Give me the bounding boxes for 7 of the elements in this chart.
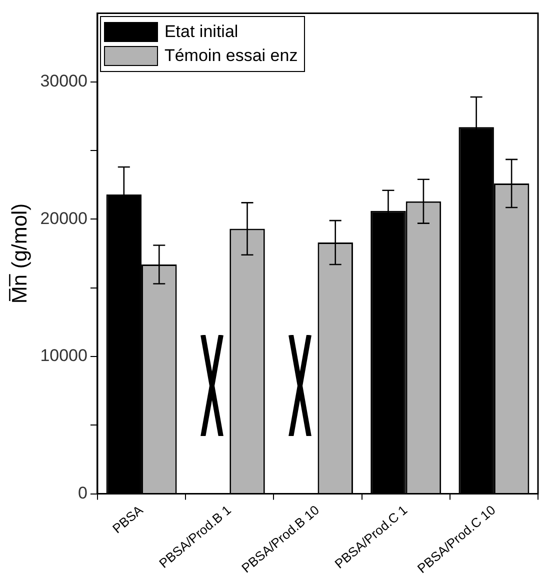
y-tick-label: 0 bbox=[78, 484, 88, 502]
legend-label: Témoin essai enz bbox=[164, 46, 298, 66]
y-axis-title: M̅n̅ (g/mol) bbox=[8, 203, 32, 304]
y-tick-label: 30000 bbox=[40, 72, 88, 91]
y-tick-label: 10000 bbox=[40, 346, 88, 366]
legend-label: Etat initial bbox=[164, 22, 238, 42]
y-tick-label: 20000 bbox=[40, 208, 88, 228]
